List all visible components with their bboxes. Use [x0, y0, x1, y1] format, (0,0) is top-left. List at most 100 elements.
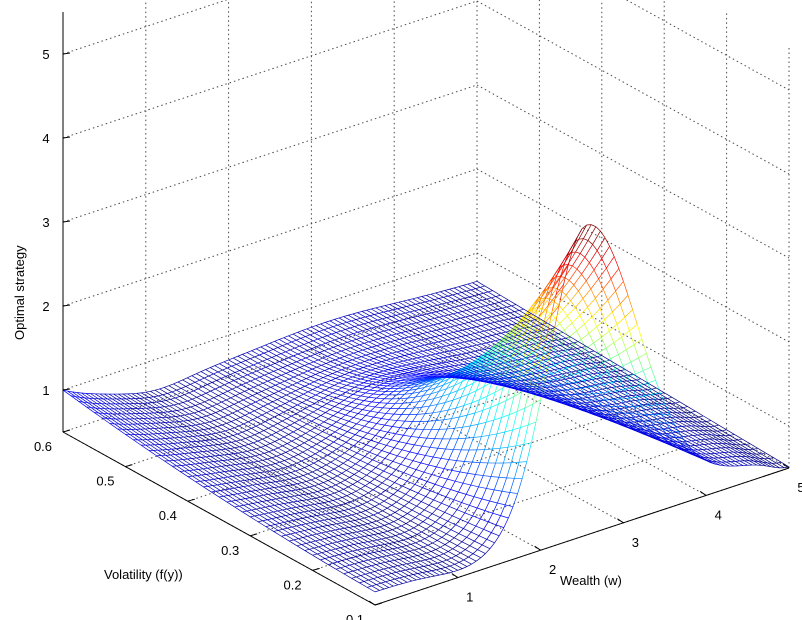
mesh-segment [308, 493, 317, 499]
mesh-segment [385, 408, 391, 414]
mesh-segment [345, 389, 350, 393]
mesh-segment [498, 300, 504, 303]
mesh-segment [315, 392, 321, 396]
mesh-segment [296, 380, 302, 384]
mesh-segment [471, 531, 480, 537]
mesh-segment [429, 299, 435, 302]
mesh-segment [380, 305, 386, 308]
mesh-segment [307, 449, 316, 455]
mesh-segment [349, 370, 355, 373]
mesh-segment [391, 333, 397, 336]
mesh-segment [156, 401, 162, 403]
mesh-segment [284, 378, 290, 382]
mesh-segment [611, 381, 617, 391]
mesh-segment [354, 499, 363, 505]
mesh-segment [457, 545, 466, 550]
mesh-segment [327, 454, 336, 460]
mesh-segment [475, 557, 482, 562]
mesh-segment [193, 390, 202, 396]
mesh-segment [434, 298, 439, 301]
mesh-segment [290, 532, 296, 535]
mesh-segment [397, 485, 403, 491]
mesh-segment [258, 408, 267, 414]
mesh-segment [201, 474, 210, 481]
mesh-segment [282, 466, 288, 469]
mesh-segment [377, 337, 383, 340]
mesh-segment [234, 370, 240, 373]
mesh-segment [443, 551, 449, 555]
mesh-segment [248, 462, 257, 468]
mesh-segment [223, 414, 229, 418]
mesh-segment [212, 427, 221, 433]
mesh-segment [390, 385, 395, 389]
mesh-segment [434, 555, 440, 558]
mesh-segment [361, 548, 370, 554]
mesh-segment [202, 467, 208, 470]
mesh-segment [528, 348, 534, 354]
mesh-segment [316, 533, 325, 539]
mesh-segment [140, 444, 149, 451]
mesh-segment [241, 406, 247, 410]
mesh-segment [562, 389, 568, 392]
mesh-segment [445, 565, 451, 568]
mesh-segment [517, 478, 523, 494]
mesh-segment [184, 413, 190, 416]
mesh-segment [150, 444, 159, 451]
mesh-segment [351, 576, 357, 579]
mesh-segment [242, 468, 251, 475]
mesh-segment [213, 478, 219, 480]
mesh-segment [531, 421, 537, 443]
mesh-segment [364, 554, 373, 560]
mesh-segment [427, 513, 433, 519]
mesh-segment [453, 491, 459, 500]
mesh-segment [366, 474, 375, 480]
mesh-segment [480, 510, 486, 520]
mesh-segment [360, 554, 366, 556]
mesh-segment [301, 482, 310, 488]
mesh-segment [437, 537, 442, 541]
mesh-segment [491, 296, 496, 299]
mesh-segment [143, 434, 152, 440]
mesh-segment [369, 451, 378, 456]
mesh-segment [274, 524, 283, 530]
mesh-segment [380, 462, 389, 467]
mesh-segment [379, 500, 385, 505]
mesh-segment [356, 511, 362, 515]
mesh-segment [403, 318, 409, 320]
mesh-segment [515, 427, 521, 447]
mesh-segment [351, 556, 356, 559]
mesh-segment [239, 446, 248, 452]
mesh-segment [363, 542, 372, 548]
mesh-segment [395, 552, 401, 555]
mesh-segment [560, 378, 566, 381]
mesh-segment [79, 397, 88, 404]
mesh-segment [406, 305, 412, 307]
mesh-segment [122, 428, 131, 435]
mesh-segment [535, 372, 541, 374]
mesh-segment [249, 496, 255, 499]
mesh-segment [239, 504, 244, 507]
mesh-segment [385, 490, 394, 495]
mesh-segment [296, 545, 305, 551]
mesh-segment [327, 451, 333, 456]
mesh-segment [390, 535, 396, 538]
mesh-segment [320, 475, 329, 481]
mesh-segment [226, 482, 232, 484]
mesh-segment [433, 499, 442, 504]
mesh-segment [417, 554, 423, 556]
mesh-segment [390, 340, 396, 343]
mesh-segment [563, 265, 569, 285]
mesh-segment [321, 531, 327, 534]
mesh-segment [283, 436, 292, 442]
mesh-segment [228, 454, 237, 460]
mesh-segment [443, 459, 450, 469]
mesh-segment [243, 421, 249, 425]
mesh-segment [330, 378, 336, 381]
mesh-segment [416, 501, 422, 507]
mesh-segment [362, 432, 368, 438]
mesh-segment [265, 445, 274, 451]
mesh-segment [190, 384, 199, 390]
mesh-segment [206, 434, 215, 440]
mesh-segment [278, 414, 287, 419]
mesh-segment [343, 420, 350, 426]
